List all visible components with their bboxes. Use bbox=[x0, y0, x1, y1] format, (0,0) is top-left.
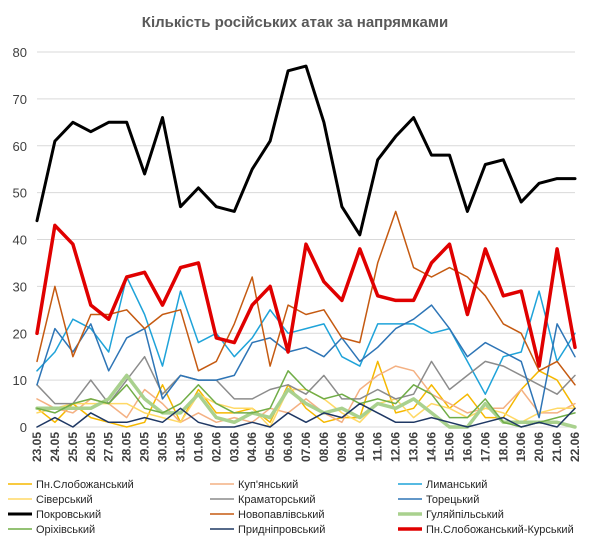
x-tick-label: 14.06 bbox=[425, 432, 439, 462]
series-line bbox=[35, 64, 577, 237]
x-tick-label: 02.06 bbox=[209, 432, 223, 462]
legend-label: Куп'янський bbox=[238, 479, 298, 491]
series-line bbox=[36, 355, 576, 405]
y-tick-label: 10 bbox=[13, 373, 27, 388]
legend-item: Лиманський bbox=[398, 479, 487, 491]
x-tick-label: 23.05 bbox=[30, 432, 44, 462]
y-tick-label: 0 bbox=[20, 420, 27, 435]
x-tick-label: 06.06 bbox=[281, 432, 295, 462]
x-tick-label: 25.05 bbox=[66, 432, 80, 462]
legend-label: Покровський bbox=[36, 509, 101, 521]
x-tick-label: 31.05 bbox=[173, 432, 187, 462]
x-tick-label: 08.06 bbox=[317, 432, 331, 462]
legend-label: Сіверський bbox=[36, 494, 93, 506]
y-tick-label: 30 bbox=[13, 279, 27, 294]
legend-item: Краматорський bbox=[210, 494, 316, 506]
legend-item: Сіверський bbox=[8, 494, 93, 506]
legend-label: Пн.Слобожанський-Курський bbox=[426, 524, 574, 536]
legend: Пн.Слобожанський Куп'янський Лиманський Сів… bbox=[8, 479, 574, 536]
x-tick-label: 11.06 bbox=[371, 432, 385, 462]
series-line bbox=[35, 373, 577, 429]
x-tick-label: 01.06 bbox=[191, 432, 205, 462]
series-line bbox=[36, 360, 576, 428]
series-line bbox=[36, 402, 576, 428]
legend-item: Торецький bbox=[398, 494, 479, 506]
x-tick-label: 21.06 bbox=[550, 432, 564, 462]
x-tick-label: 29.05 bbox=[138, 432, 152, 462]
x-tick-label: 26.05 bbox=[84, 432, 98, 462]
y-tick-label: 50 bbox=[13, 186, 27, 201]
legend-label: Лиманський bbox=[426, 479, 487, 491]
x-tick-label: 04.06 bbox=[245, 432, 259, 462]
gridlines bbox=[37, 51, 575, 428]
chart-title: Кількість російських атак за напрямками bbox=[142, 14, 448, 31]
x-tick-label: 27.05 bbox=[102, 432, 116, 462]
y-tick-label: 20 bbox=[13, 326, 27, 341]
legend-item: Оріхівський bbox=[8, 524, 95, 536]
y-tick-label: 40 bbox=[13, 233, 27, 248]
x-tick-label: 05.06 bbox=[263, 432, 277, 462]
legend-label: Пн.Слобожанський bbox=[36, 479, 134, 491]
legend-label: Новопавлівський bbox=[238, 509, 324, 521]
series-line bbox=[35, 223, 577, 368]
series-line bbox=[36, 210, 576, 386]
series-line bbox=[36, 304, 576, 419]
x-tick-label: 03.06 bbox=[227, 432, 241, 462]
legend-item: Гуляйпільський bbox=[398, 509, 504, 521]
x-tick-label: 17.06 bbox=[478, 432, 492, 462]
x-tick-label: 19.06 bbox=[514, 432, 528, 462]
series-line bbox=[36, 370, 576, 428]
x-tick-label: 09.06 bbox=[335, 432, 349, 462]
y-tick-label: 80 bbox=[13, 45, 27, 60]
y-tick-label: 60 bbox=[13, 139, 27, 154]
legend-label: Гуляйпільський bbox=[426, 509, 504, 521]
x-axis-ticks: 23.05 24.05 25.05 26.05 27.05 28.05 29.05 30.05… bbox=[30, 432, 582, 462]
legend-item: Пн.Слобожанський bbox=[8, 479, 134, 491]
legend-item: Пн.Слобожанський-Курський bbox=[398, 524, 574, 536]
x-tick-label: 16.06 bbox=[460, 432, 474, 462]
x-tick-label: 28.05 bbox=[120, 432, 134, 462]
series-lines bbox=[35, 64, 577, 429]
x-tick-label: 07.06 bbox=[299, 432, 313, 462]
legend-label: Торецький bbox=[426, 494, 479, 506]
x-tick-label: 15.06 bbox=[442, 432, 456, 462]
legend-label: Краматорський bbox=[238, 494, 316, 506]
legend-item: Покровський bbox=[8, 509, 101, 521]
x-tick-label: 20.06 bbox=[532, 432, 546, 462]
legend-item: Куп'янський bbox=[210, 479, 298, 491]
y-axis-ticks: 0 10 20 30 40 50 60 70 80 bbox=[13, 45, 27, 435]
x-tick-label: 10.06 bbox=[353, 432, 367, 462]
legend-item: Новопавлівський bbox=[210, 509, 324, 521]
x-tick-label: 24.05 bbox=[48, 432, 62, 462]
x-tick-label: 22.06 bbox=[568, 432, 582, 462]
y-tick-label: 70 bbox=[13, 92, 27, 107]
x-tick-label: 18.06 bbox=[496, 432, 510, 462]
x-tick-label: 30.05 bbox=[156, 432, 170, 462]
x-tick-label: 13.06 bbox=[407, 432, 421, 462]
legend-label: Придніпровський bbox=[238, 524, 325, 536]
legend-item: Придніпровський bbox=[210, 524, 325, 536]
x-tick-label: 12.06 bbox=[389, 432, 403, 462]
legend-label: Оріхівський bbox=[36, 524, 95, 536]
